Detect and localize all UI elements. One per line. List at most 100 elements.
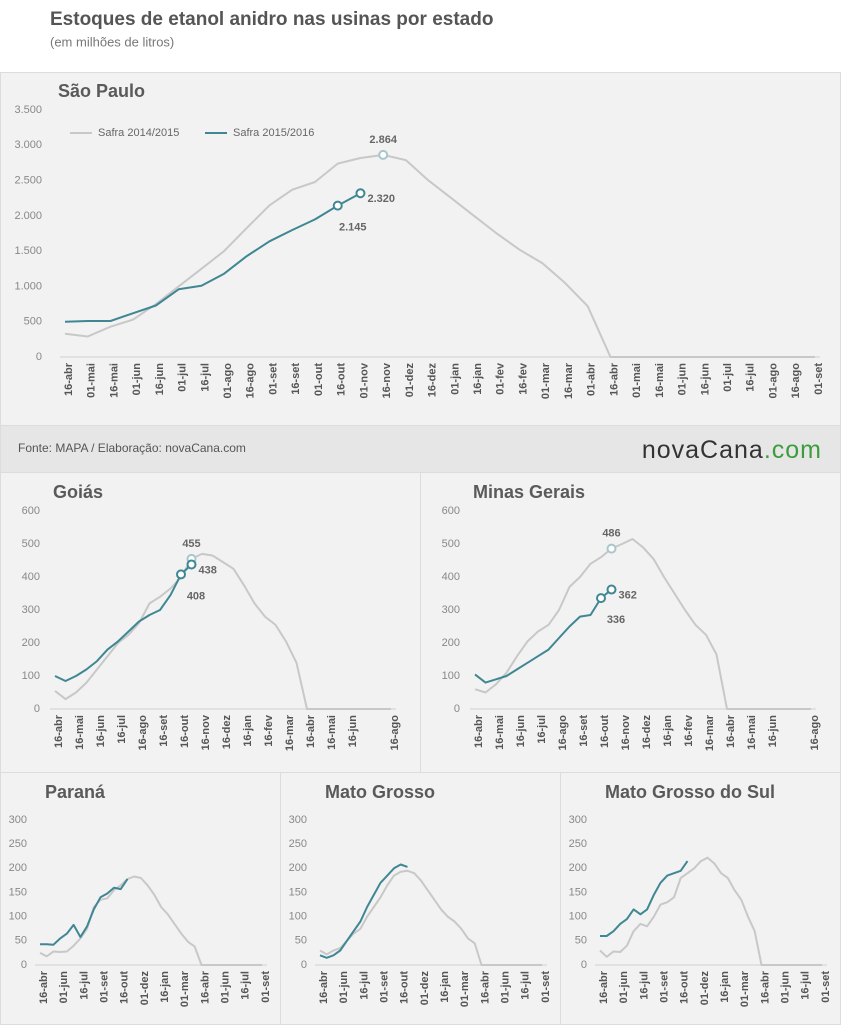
series-line bbox=[40, 878, 129, 946]
x-tick-label: 01-set bbox=[813, 363, 825, 395]
value-label: 438 bbox=[199, 564, 217, 576]
chart-title: Mato Grosso bbox=[325, 782, 435, 802]
x-tick-label: 16-dez bbox=[641, 715, 653, 750]
y-tick-label: 500 bbox=[442, 538, 460, 550]
x-tick-label: 16-set bbox=[290, 363, 302, 395]
x-tick-label: 16-mar bbox=[284, 714, 296, 751]
legend-label: Safra 2014/2015 bbox=[98, 127, 179, 139]
y-tick-label: 100 bbox=[569, 911, 587, 923]
x-tick-label: 16-mai bbox=[326, 715, 338, 750]
x-tick-label: 16-jan bbox=[472, 363, 484, 395]
y-tick-label: 0 bbox=[34, 703, 40, 715]
x-tick-label: 16-jan bbox=[662, 715, 674, 747]
x-tick-label: 16-abr bbox=[63, 362, 75, 396]
y-tick-label: 500 bbox=[22, 538, 40, 550]
x-tick-label: 01-mai bbox=[86, 363, 98, 398]
y-tick-label: 300 bbox=[569, 814, 587, 826]
x-tick-label: 16-abr bbox=[598, 970, 610, 1004]
x-tick-label: 16-mai bbox=[108, 363, 120, 398]
y-tick-label: 150 bbox=[569, 886, 587, 898]
series-line bbox=[474, 538, 811, 710]
x-tick-label: 16-jul bbox=[520, 971, 532, 1000]
y-tick-label: 500 bbox=[24, 316, 42, 328]
y-tick-label: 150 bbox=[289, 886, 307, 898]
y-tick-label: 300 bbox=[9, 814, 27, 826]
x-tick-label: 16-jan bbox=[439, 971, 451, 1003]
y-tick-label: 200 bbox=[9, 862, 27, 874]
x-tick-label: 16-fev bbox=[263, 714, 275, 747]
x-tick-label: 16-jul bbox=[745, 363, 757, 392]
point-marker bbox=[176, 569, 186, 580]
value-label: 408 bbox=[187, 590, 205, 602]
point-marker bbox=[596, 593, 606, 604]
x-tick-label: 16-jan bbox=[719, 971, 731, 1003]
y-tick-label: 100 bbox=[22, 670, 40, 682]
series-line bbox=[600, 860, 689, 937]
y-tick-label: 200 bbox=[22, 637, 40, 649]
chart-title: Goiás bbox=[53, 482, 103, 502]
x-tick-label: 16-jul bbox=[240, 971, 252, 1000]
x-tick-label: 01-set bbox=[267, 363, 279, 395]
point-marker bbox=[332, 200, 343, 211]
series-line bbox=[54, 563, 193, 682]
logo-name: novaCana bbox=[642, 436, 764, 464]
x-tick-label: 16-jul bbox=[358, 971, 370, 1000]
logo-suffix: .com bbox=[764, 436, 822, 464]
x-tick-label: 16-fev bbox=[517, 362, 529, 395]
x-tick-label: 16-mai bbox=[74, 715, 86, 750]
chart-title: Minas Gerais bbox=[473, 482, 585, 502]
x-tick-label: 16-set bbox=[578, 715, 590, 747]
point-marker bbox=[378, 149, 389, 160]
y-tick-label: 300 bbox=[289, 814, 307, 826]
x-tick-label: 16-abr bbox=[473, 714, 485, 748]
y-tick-label: 400 bbox=[22, 571, 40, 583]
y-tick-label: 250 bbox=[569, 838, 587, 850]
value-label: 455 bbox=[182, 538, 200, 550]
x-tick-label: 16-dez bbox=[427, 363, 439, 398]
y-tick-label: 1.000 bbox=[14, 280, 42, 292]
point-marker bbox=[606, 584, 617, 595]
logo: novaCana.com bbox=[642, 436, 822, 464]
y-tick-label: 100 bbox=[9, 911, 27, 923]
x-tick-label: 16-mar bbox=[563, 362, 575, 399]
y-tick-label: 200 bbox=[289, 862, 307, 874]
y-tick-label: 1.500 bbox=[14, 245, 42, 257]
x-tick-label: 16-fev bbox=[683, 714, 695, 747]
series-line bbox=[474, 588, 613, 684]
x-tick-label: 16-nov bbox=[381, 362, 393, 398]
x-tick-label: 01-set bbox=[820, 971, 832, 1003]
x-tick-label: 16-jan bbox=[159, 971, 171, 1003]
y-tick-label: 2.500 bbox=[14, 174, 42, 186]
page-title: Estoques de etanol anidro nas usinas por… bbox=[50, 9, 493, 30]
point-marker bbox=[355, 188, 366, 199]
x-tick-label: 01-jan bbox=[449, 363, 461, 395]
x-tick-label: 16-set bbox=[158, 715, 170, 747]
chart-title: São Paulo bbox=[58, 81, 145, 101]
y-tick-label: 200 bbox=[442, 637, 460, 649]
x-tick-label: 01-set bbox=[378, 971, 390, 1003]
y-tick-label: 200 bbox=[569, 862, 587, 874]
x-tick-label: 01-jun bbox=[220, 971, 232, 1004]
x-tick-label: 16-jan bbox=[242, 715, 254, 747]
panel bbox=[0, 772, 281, 1025]
page-subtitle: (em milhões de litros) bbox=[50, 34, 174, 49]
y-tick-label: 50 bbox=[295, 935, 307, 947]
x-tick-label: 16-jun bbox=[515, 715, 527, 748]
x-tick-label: 16-jul bbox=[78, 971, 90, 1000]
y-tick-label: 300 bbox=[22, 604, 40, 616]
x-tick-label: 01-set bbox=[98, 971, 110, 1003]
x-tick-label: 16-ago bbox=[557, 715, 569, 751]
x-tick-label: 16-nov bbox=[620, 714, 632, 750]
x-tick-label: 16-abr bbox=[479, 970, 491, 1004]
x-tick-label: 16-jun bbox=[699, 363, 711, 396]
series-line bbox=[54, 552, 391, 710]
series-line bbox=[319, 863, 408, 959]
x-tick-label: 01-dez bbox=[419, 971, 431, 1006]
value-label: 2.864 bbox=[369, 134, 397, 146]
value-label: 2.320 bbox=[367, 193, 395, 205]
x-tick-label: 16-jun bbox=[767, 715, 779, 748]
x-tick-label: 01-jun bbox=[780, 971, 792, 1004]
x-tick-label: 16-mar bbox=[704, 714, 716, 751]
series-line bbox=[39, 875, 262, 966]
